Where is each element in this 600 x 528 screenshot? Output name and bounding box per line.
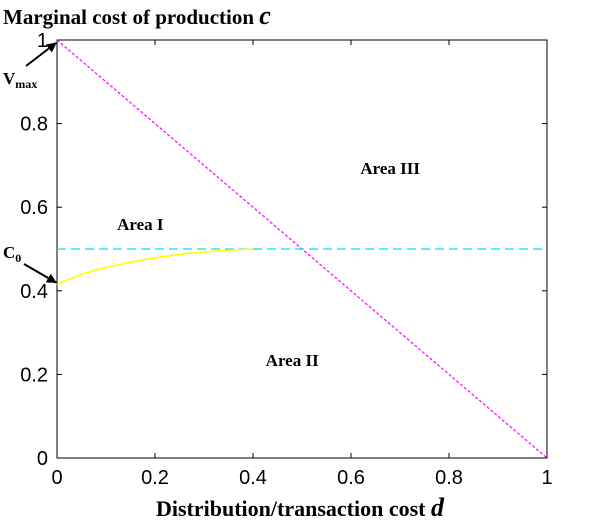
- y-tick-label: 0.2: [20, 364, 48, 386]
- y-tick-label: 0.4: [20, 281, 48, 303]
- x-tick-label: 0: [51, 467, 62, 489]
- y-tick-label: 0: [37, 448, 48, 470]
- x-tick-label: 0.4: [239, 467, 267, 489]
- c0-arrow: [23, 263, 57, 284]
- y-axis-title: Marginal cost of production c: [3, 1, 271, 30]
- vmax-label-main: V: [3, 69, 16, 88]
- c0-label: C0: [3, 243, 21, 265]
- y-tick-label: 0.8: [20, 114, 48, 136]
- area-iii-label: Area III: [360, 159, 420, 178]
- area-ii-label: Area II: [266, 351, 319, 370]
- c0-label-main: C: [3, 243, 15, 262]
- x-tick-label: 0.8: [435, 467, 463, 489]
- vmax-arrow: [25, 42, 57, 67]
- x-tick-label: 0.2: [141, 467, 169, 489]
- y-tick-label: 1: [37, 30, 48, 52]
- x-axis-title: Distribution/transaction cost d: [156, 493, 445, 522]
- y-axis-title-var: c: [259, 1, 271, 30]
- series-layer: [56, 39, 548, 459]
- x-tick-label: 1: [541, 467, 552, 489]
- c0-label-sub: 0: [15, 251, 21, 265]
- y-tick-label: 0.6: [20, 197, 48, 219]
- annotations-layer: Area I Area II Area III Vmax C0: [3, 42, 420, 370]
- area-i-label: Area I: [117, 215, 164, 234]
- y-axis-title-text: Marginal cost of production: [3, 5, 259, 29]
- x-axis-title-text: Distribution/transaction cost: [156, 496, 431, 521]
- x-axis-title-var: d: [431, 493, 445, 522]
- vmax-label-sub: max: [15, 77, 37, 91]
- yellow-solid-curve: [56, 248, 254, 286]
- vmax-label: Vmax: [3, 69, 37, 91]
- x-tick-label: 0.6: [337, 467, 365, 489]
- axis-ticks: 0 0.2 0.4 0.6 0.8 1 0 0.2 0.4 0.6 0.8 1: [20, 30, 552, 489]
